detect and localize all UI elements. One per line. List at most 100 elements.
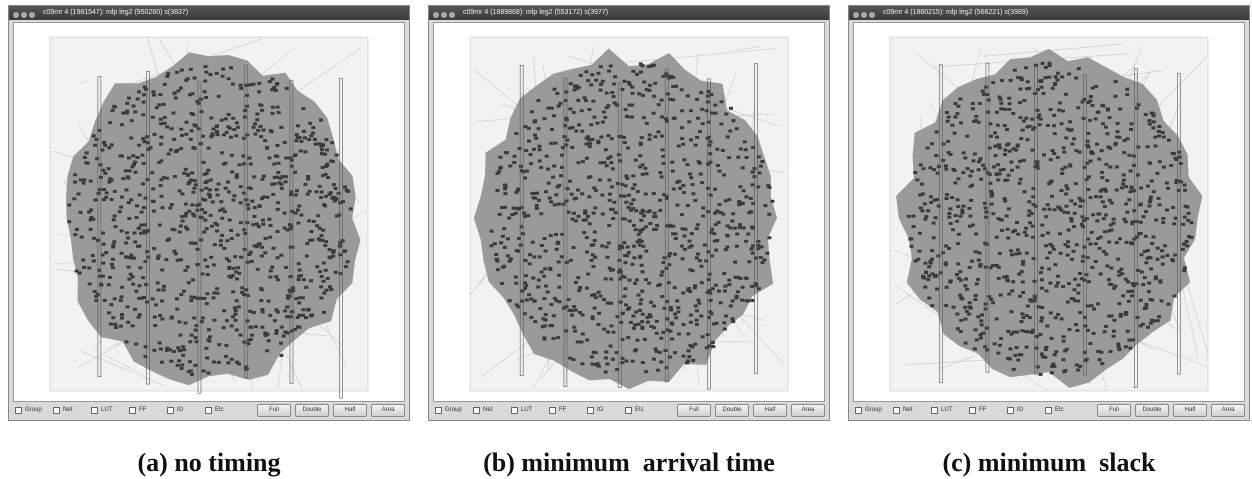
cell <box>974 328 978 331</box>
checkbox-box[interactable] <box>969 407 976 414</box>
checkbox-box[interactable] <box>625 407 632 414</box>
cell <box>1013 354 1017 357</box>
checkbox[interactable]: LUT <box>91 407 125 414</box>
button[interactable]: Area <box>371 404 405 417</box>
placement-canvas <box>433 22 825 402</box>
window-button[interactable] <box>853 12 859 18</box>
cell <box>669 309 673 312</box>
button[interactable]: Full <box>257 404 291 417</box>
cell <box>294 194 298 197</box>
checkbox-box[interactable] <box>15 407 22 414</box>
cell <box>1154 145 1158 148</box>
cell <box>219 244 223 247</box>
window-button[interactable] <box>29 12 35 18</box>
checkbox-box[interactable] <box>549 407 556 414</box>
checkbox[interactable]: IO <box>1007 407 1041 414</box>
checkbox[interactable]: Etc <box>1045 407 1079 414</box>
checkbox-box[interactable] <box>91 407 98 414</box>
cell <box>611 358 615 361</box>
cell <box>698 259 702 262</box>
cell <box>701 215 705 218</box>
cell <box>1090 266 1094 269</box>
button[interactable]: Double <box>295 404 329 417</box>
checkbox-box[interactable] <box>473 407 480 414</box>
window-button[interactable] <box>433 12 439 18</box>
window-button[interactable] <box>441 12 447 18</box>
cell <box>949 153 953 156</box>
cell <box>1021 129 1025 132</box>
cell <box>1024 330 1028 333</box>
cell <box>572 111 576 114</box>
checkbox[interactable]: Group <box>435 407 469 414</box>
window-button[interactable] <box>449 12 455 18</box>
button[interactable]: Half <box>1173 404 1207 417</box>
checkbox[interactable]: IO <box>167 407 201 414</box>
cell <box>744 240 748 243</box>
cell <box>527 293 531 296</box>
button[interactable]: Area <box>1211 404 1245 417</box>
checkbox-box[interactable] <box>435 407 442 414</box>
checkbox[interactable]: FF <box>549 407 583 414</box>
checkbox-box[interactable] <box>893 407 900 414</box>
checkbox[interactable]: IO <box>587 407 621 414</box>
checkbox[interactable]: Group <box>15 407 49 414</box>
checkbox[interactable]: FF <box>129 407 163 414</box>
cell <box>296 209 300 212</box>
checkbox-box[interactable] <box>129 407 136 414</box>
checkbox-box[interactable] <box>587 407 594 414</box>
cell <box>529 162 533 165</box>
cell <box>605 92 609 95</box>
checkbox[interactable]: Etc <box>205 407 239 414</box>
cell <box>231 83 235 86</box>
cell <box>1129 170 1133 173</box>
cell <box>724 113 728 116</box>
cell <box>984 307 988 310</box>
button[interactable]: Double <box>715 404 749 417</box>
cell <box>984 207 988 210</box>
checkbox-box[interactable] <box>511 407 518 414</box>
cell <box>1049 158 1053 161</box>
checkbox[interactable]: Etc <box>625 407 659 414</box>
checkbox[interactable]: FF <box>969 407 1003 414</box>
checkbox[interactable]: LUT <box>511 407 545 414</box>
checkbox-box[interactable] <box>205 407 212 414</box>
checkbox-box[interactable] <box>1045 407 1052 414</box>
cell <box>1088 342 1092 345</box>
checkbox[interactable]: Group <box>855 407 889 414</box>
cell <box>1184 205 1188 208</box>
cell <box>544 190 548 193</box>
cell <box>205 292 209 295</box>
cell <box>1059 209 1063 212</box>
window-button[interactable] <box>869 12 875 18</box>
checkbox[interactable]: Net <box>53 407 87 414</box>
cell <box>1031 225 1035 228</box>
button[interactable]: Half <box>333 404 367 417</box>
checkbox-box[interactable] <box>855 407 862 414</box>
checkbox-box[interactable] <box>167 407 174 414</box>
button[interactable]: Half <box>753 404 787 417</box>
cell <box>193 147 197 150</box>
checkbox-box[interactable] <box>1007 407 1014 414</box>
cell <box>1092 308 1096 311</box>
checkbox[interactable]: LUT <box>931 407 965 414</box>
button[interactable]: Full <box>1097 404 1131 417</box>
button[interactable]: Area <box>791 404 825 417</box>
cell <box>592 212 596 215</box>
cell <box>729 226 733 229</box>
cell <box>301 107 305 110</box>
button[interactable]: Full <box>677 404 711 417</box>
checkbox-box[interactable] <box>53 407 60 414</box>
checkbox[interactable]: Net <box>893 407 927 414</box>
window-button[interactable] <box>861 12 867 18</box>
cell <box>349 207 353 210</box>
cell <box>1007 97 1011 100</box>
checkbox[interactable]: Net <box>473 407 507 414</box>
window-button[interactable] <box>21 12 27 18</box>
cell <box>1018 160 1022 163</box>
cell <box>700 181 704 184</box>
window-button[interactable] <box>13 12 19 18</box>
button[interactable]: Double <box>1135 404 1169 417</box>
cell <box>1116 122 1120 125</box>
cell <box>170 316 174 319</box>
checkbox-box[interactable] <box>931 407 938 414</box>
